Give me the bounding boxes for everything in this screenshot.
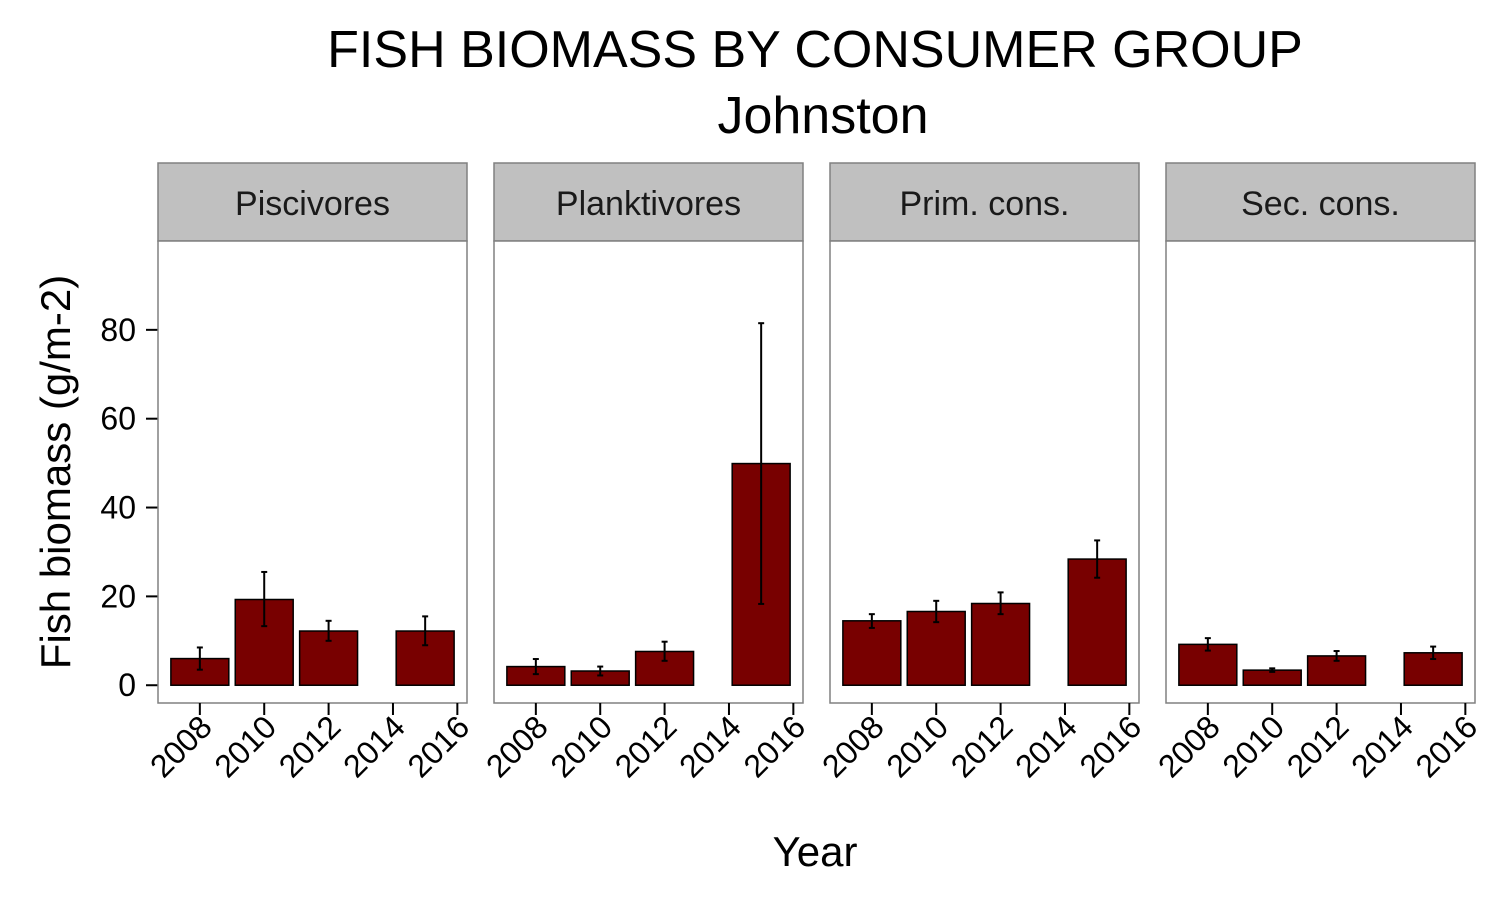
facet-strip-label: Piscivores (235, 185, 390, 223)
chart-title: FISH BIOMASS BY CONSUMER GROUP (327, 21, 1303, 79)
x-tick-label: 2010 (543, 708, 619, 784)
x-tick-label: 2012 (944, 708, 1020, 784)
y-axis-label: Fish biomass (g/m-2) (32, 275, 79, 669)
x-tick-label: 2016 (737, 708, 813, 784)
facet-strip (493, 162, 804, 242)
facet-strip (829, 162, 1140, 242)
x-tick-label: 2010 (879, 708, 955, 784)
x-axis-label: Year (773, 828, 858, 875)
bar (1067, 558, 1127, 686)
bar (842, 620, 902, 686)
facet-strip-label: Sec. cons. (1241, 185, 1400, 223)
panel-background (1165, 240, 1476, 704)
y-tick-label: 60 (100, 401, 136, 437)
x-tick-label: 2012 (1280, 708, 1356, 784)
x-tick-label: 2016 (1409, 708, 1485, 784)
facet-strip (1165, 162, 1476, 242)
x-tick-label: 2010 (1215, 708, 1291, 784)
facet-strip-label: Planktivores (556, 185, 741, 223)
bar (1306, 655, 1367, 686)
x-tick-label: 2008 (1151, 708, 1227, 784)
x-tick-label: 2016 (1073, 708, 1149, 784)
x-tick-label: 2014 (336, 708, 412, 784)
x-tick-label: 2016 (401, 708, 477, 784)
x-tick-label: 2012 (272, 708, 348, 784)
facet-strip (157, 162, 468, 242)
x-tick-label: 2010 (207, 708, 283, 784)
x-tick-label: 2008 (143, 708, 219, 784)
facet-panels: Piscivores20082010201220142016Planktivor… (143, 162, 1485, 784)
y-tick-label: 0 (118, 667, 136, 703)
bar (970, 602, 1031, 686)
chart-subtitle: Johnston (717, 87, 928, 145)
facet-strip-label: Prim. cons. (899, 185, 1069, 223)
x-tick-label: 2014 (1008, 708, 1084, 784)
y-tick-label: 20 (100, 578, 136, 614)
y-tick-label: 40 (100, 490, 136, 526)
y-axis: 0 20 40 60 80 (100, 312, 158, 703)
x-tick-label: 2008 (479, 708, 555, 784)
panel-background (157, 240, 468, 704)
x-tick-label: 2014 (672, 708, 748, 784)
x-tick-label: 2014 (1344, 708, 1420, 784)
bar (906, 610, 966, 686)
x-tick-label: 2008 (815, 708, 891, 784)
x-tick-label: 2012 (608, 708, 684, 784)
y-tick-label: 80 (100, 312, 136, 348)
